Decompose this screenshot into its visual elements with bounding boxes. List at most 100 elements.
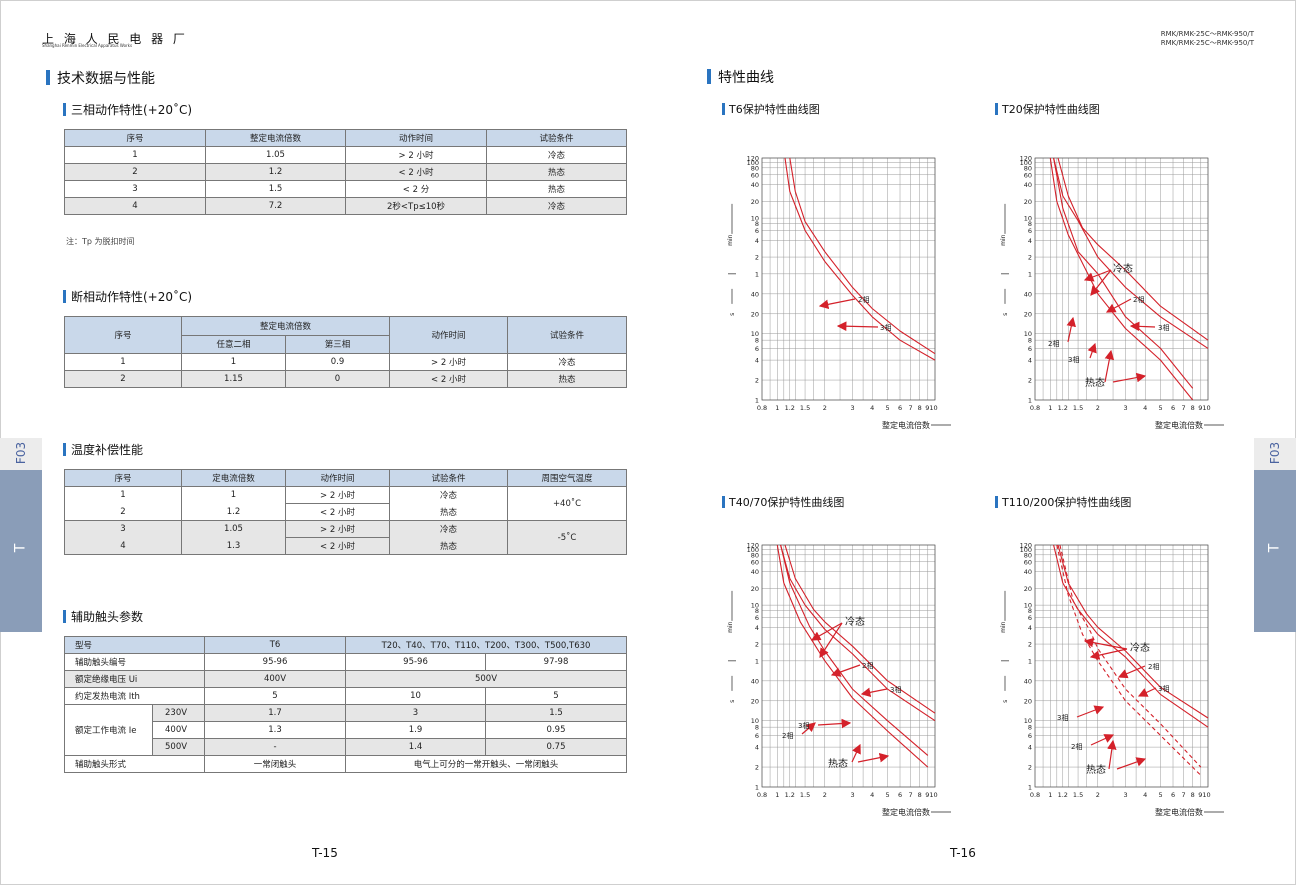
y-tick-label: 2 bbox=[755, 254, 759, 262]
col-header: 序号 bbox=[64, 469, 182, 487]
y-tick-label: 20 bbox=[1024, 310, 1032, 318]
curve-label: 3相 bbox=[890, 685, 901, 694]
x-tick-label: 7 bbox=[908, 791, 912, 799]
y-tick-label: 1 bbox=[1028, 270, 1032, 278]
cell: 4 bbox=[64, 197, 206, 215]
table-row: 2 1.2 < 2 小时 热态 bbox=[64, 503, 627, 521]
curve-label: 热态 bbox=[1086, 763, 1106, 776]
table-row: 额定绝缘电压 Ui 400V 500V bbox=[63, 670, 628, 688]
annotation-arrow bbox=[1112, 372, 1147, 383]
temp-cell: -5˚C bbox=[507, 520, 627, 555]
cell: > 2 小时 bbox=[285, 486, 390, 504]
table-header-row: 任意二相 第三相 bbox=[65, 334, 627, 354]
y-tick-label: 40 bbox=[1024, 677, 1032, 685]
col-header: 动作时间 bbox=[285, 469, 390, 487]
cell: 冷态 bbox=[486, 197, 627, 215]
y-tick-label: 10 bbox=[751, 717, 759, 725]
three-phase-table: 序号 整定电流倍数 动作时间 试验条件 1 1.05 > 2 小时 冷态 2 1.2 < … bbox=[64, 129, 627, 215]
y-tick-label: 20 bbox=[751, 198, 759, 206]
cell: 4 bbox=[64, 537, 182, 555]
series-line bbox=[1056, 544, 1202, 776]
cell: 0.75 bbox=[485, 738, 628, 756]
cell: 1.5 bbox=[205, 180, 346, 198]
x-tick-label: 5 bbox=[885, 791, 889, 799]
x-tick-label: 0.8 bbox=[1030, 791, 1040, 799]
annotation-arrow bbox=[1090, 269, 1112, 296]
y-tick-label: 10 bbox=[751, 215, 759, 223]
y-tick-label: 8 bbox=[755, 724, 759, 732]
cell: 1.15 bbox=[181, 370, 286, 388]
y-tick-label: 8 bbox=[755, 607, 759, 615]
y-tick-label: 60 bbox=[751, 558, 759, 566]
annotation-arrow bbox=[1083, 269, 1112, 282]
annotation-arrow bbox=[1089, 648, 1128, 660]
right-tab-letter: T bbox=[1266, 543, 1283, 553]
y-tick-label: 1 bbox=[1028, 657, 1032, 665]
y-tick-label: 10 bbox=[751, 330, 759, 338]
annotation-arrow bbox=[1105, 298, 1132, 313]
cell: 1 bbox=[64, 146, 206, 164]
cell: 冷态 bbox=[389, 520, 508, 538]
table-row: 2 1.15 0 < 2 小时 热态 bbox=[64, 370, 628, 388]
y-tick-label: 1 bbox=[755, 270, 759, 278]
table-row: 4 7.2 2秒<Tp≤10秒 冷态 bbox=[64, 197, 627, 215]
y-unit-min: min bbox=[727, 621, 734, 633]
col-header: 试验条件 bbox=[486, 129, 627, 147]
series-line bbox=[1059, 544, 1202, 768]
annotation-arrow bbox=[1087, 342, 1097, 359]
cell: < 2 小时 bbox=[285, 503, 390, 521]
x-tick-label: 5 bbox=[885, 404, 889, 412]
chart-title-t40-70: T40/70保护特性曲线图 bbox=[722, 494, 844, 510]
x-axis-label: 整定电流倍数 bbox=[1155, 420, 1203, 430]
annotation-arrow bbox=[830, 664, 861, 677]
company-logo-cn: 上 海 人 民 电 器 厂 bbox=[42, 32, 188, 46]
row-label: 辅助触头编号 bbox=[63, 653, 206, 671]
y-unit-s: s bbox=[729, 700, 736, 703]
y-tick-label: 40 bbox=[1024, 568, 1032, 576]
series-line bbox=[1053, 157, 1194, 389]
col-header: 动作时间 bbox=[345, 129, 487, 147]
x-tick-label: 1 bbox=[1048, 791, 1052, 799]
col-header: 定电流倍数 bbox=[181, 469, 286, 487]
table-row: 4 1.3 < 2 小时 热态 bbox=[64, 537, 627, 555]
cell: 0.9 bbox=[284, 353, 391, 371]
cell: 95-96 bbox=[204, 653, 347, 671]
y-tick-label: 6 bbox=[1028, 732, 1032, 740]
plot-frame bbox=[761, 157, 936, 401]
cell: 热态 bbox=[486, 163, 627, 181]
annotation-arrow bbox=[1137, 687, 1157, 697]
x-tick-label: 3 bbox=[1123, 791, 1127, 799]
y-tick-label: 1 bbox=[755, 397, 759, 405]
y-tick-label: 40 bbox=[1024, 181, 1032, 189]
y-tick-label: 100 bbox=[1020, 546, 1032, 554]
y-tick-label: 120 bbox=[1020, 155, 1032, 163]
y-tick-label: 100 bbox=[747, 546, 759, 554]
y-tick-label: 2 bbox=[1028, 377, 1032, 385]
cell: 97-98 bbox=[485, 653, 628, 671]
cell: 热态 bbox=[389, 503, 508, 521]
y-unit-s: s bbox=[729, 313, 736, 316]
cell: 1.4 bbox=[345, 738, 487, 756]
y-tick-label: 8 bbox=[1028, 337, 1032, 345]
cell: 冷态 bbox=[507, 353, 628, 371]
y-tick-label: 4 bbox=[1028, 624, 1032, 632]
x-tick-label: 0.8 bbox=[1030, 404, 1040, 412]
x-tick-label: 1 bbox=[775, 404, 779, 412]
x-tick-label: 6 bbox=[898, 791, 902, 799]
cell: 1 bbox=[64, 486, 182, 504]
y-tick-label: 100 bbox=[747, 159, 759, 167]
left-tab-body: T bbox=[0, 470, 42, 632]
x-tick-label: 3 bbox=[850, 404, 854, 412]
x-tick-label: 8 bbox=[918, 791, 922, 799]
curve-label: 2相 bbox=[1133, 295, 1144, 304]
company-logo-en: Shanghai Renmin Electrical Apparatus Wor… bbox=[42, 43, 133, 48]
x-axis-label: 整定电流倍数 bbox=[882, 420, 930, 430]
x-tick-label: 7 bbox=[908, 404, 912, 412]
x-tick-label: 1.5 bbox=[800, 404, 810, 412]
cell: 95-96 bbox=[345, 653, 487, 671]
annotation-arrow bbox=[1117, 665, 1146, 679]
cell: < 2 小时 bbox=[345, 163, 487, 181]
col-header: 任意二相 bbox=[181, 334, 286, 354]
